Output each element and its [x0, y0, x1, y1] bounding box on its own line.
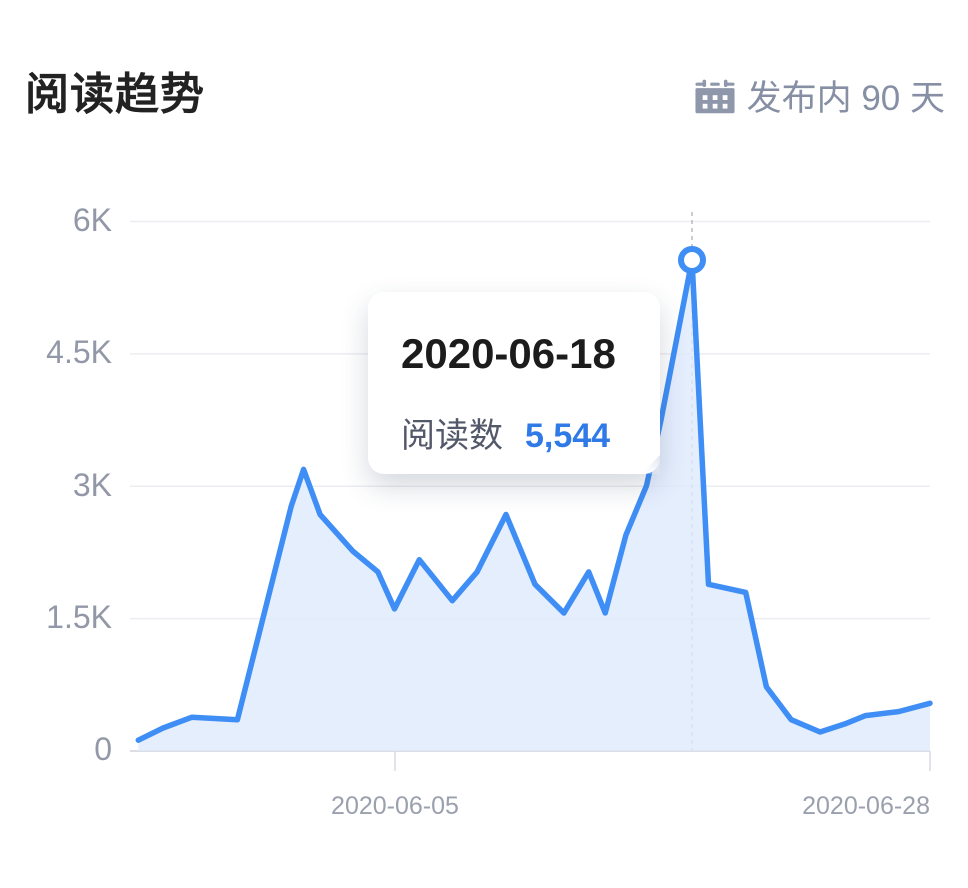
svg-text:2020-06-28: 2020-06-28 [802, 792, 930, 820]
svg-text:3K: 3K [73, 467, 112, 503]
svg-text:0: 0 [94, 731, 112, 767]
svg-text:4.5K: 4.5K [46, 334, 112, 370]
svg-text:2020-06-05: 2020-06-05 [331, 792, 459, 820]
svg-text:6K: 6K [73, 202, 112, 238]
svg-text:1.5K: 1.5K [46, 599, 112, 635]
